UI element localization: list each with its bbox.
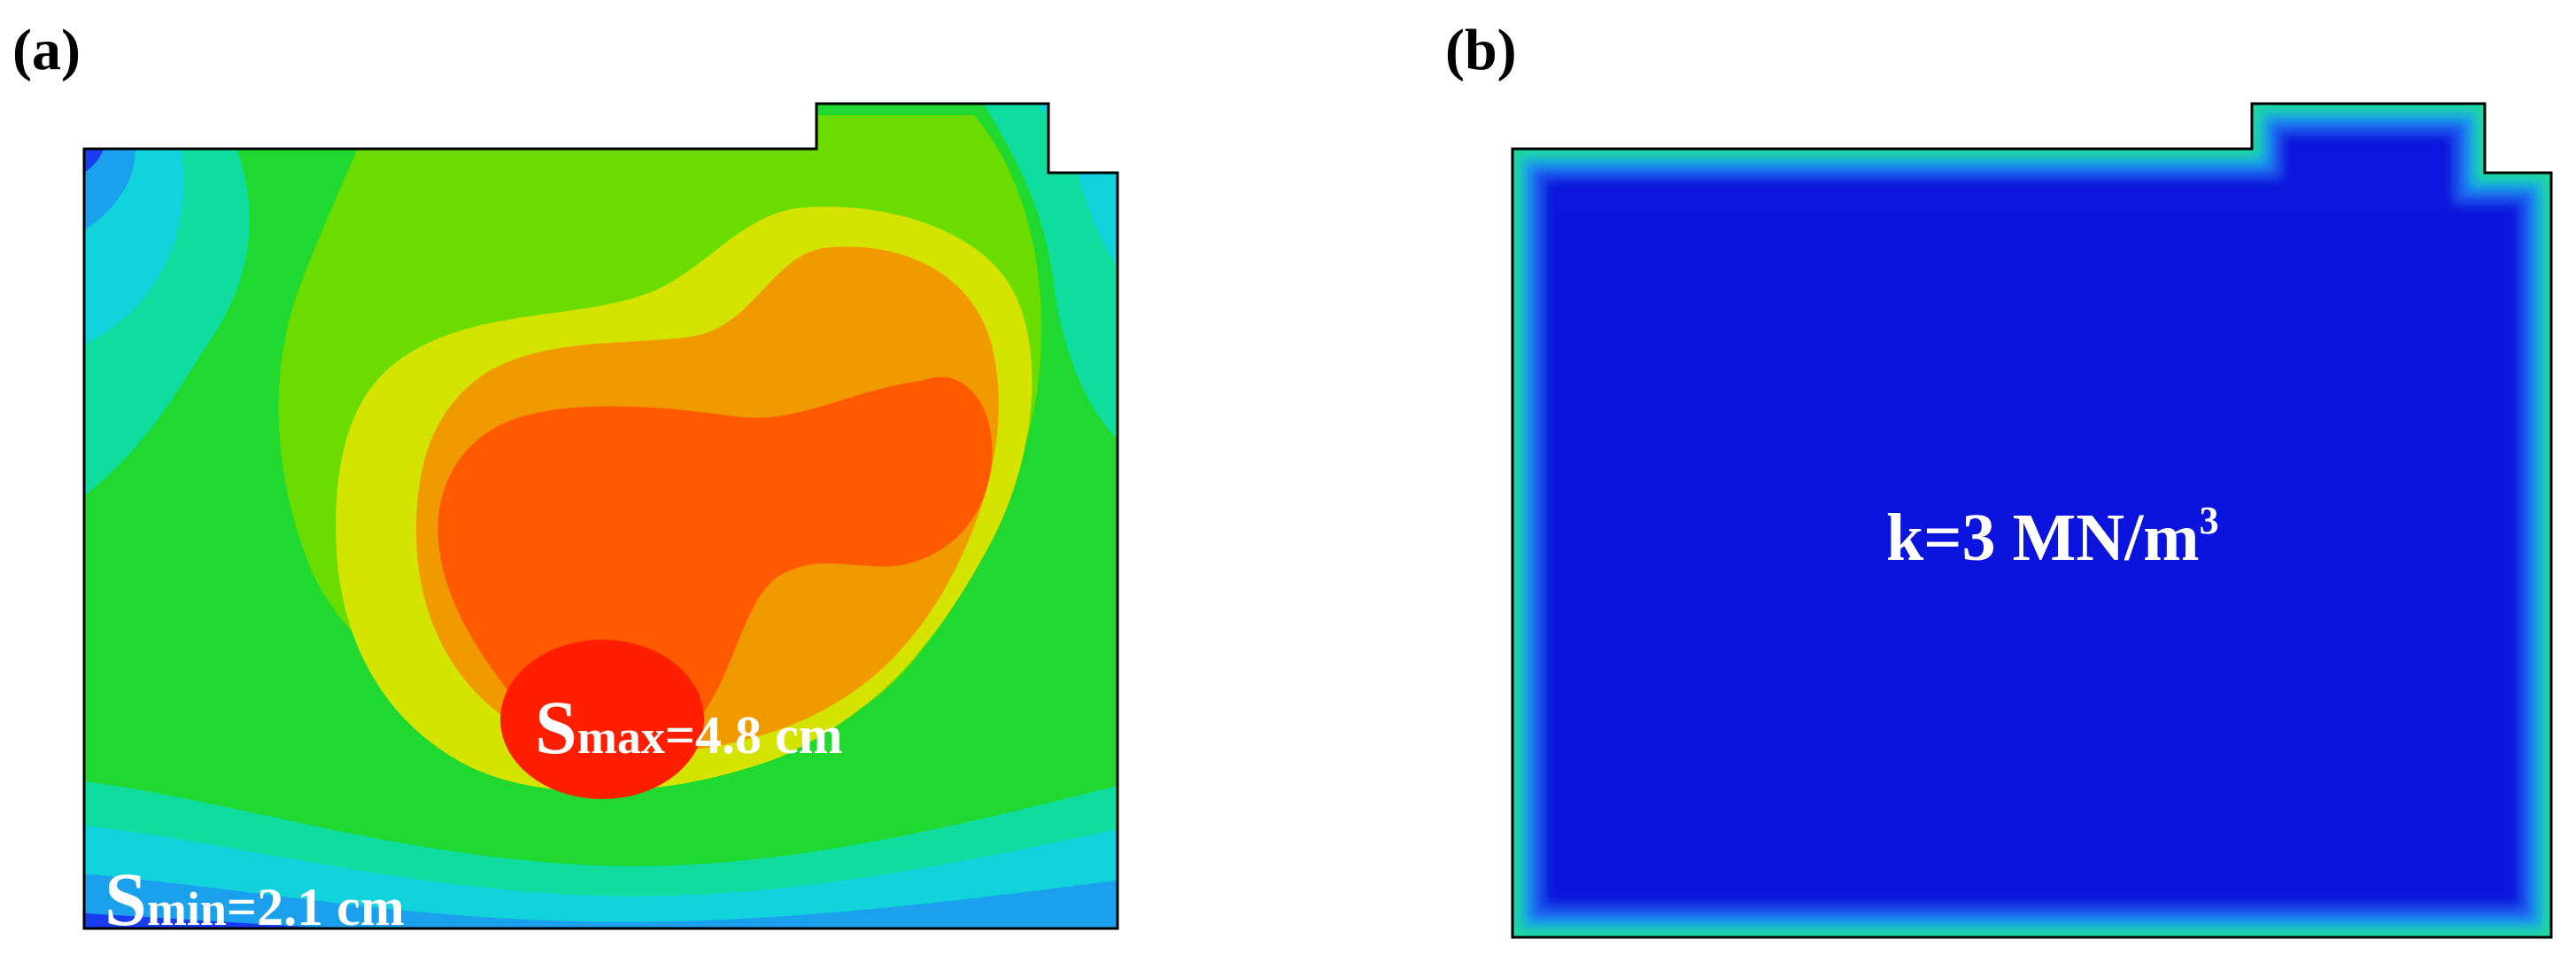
panel-b-field	[1512, 104, 2551, 937]
s-max-value: =4.8 cm	[665, 706, 843, 765]
s-max-sub: max	[577, 711, 665, 764]
contour-band	[1063, 104, 1118, 159]
s-min-sub: min	[147, 882, 227, 936]
panel-b-outline	[1511, 102, 2553, 939]
s-max-label: Smax=4.8 cm	[535, 685, 843, 770]
field-core-fill	[1559, 213, 2506, 895]
panel-b-tag: (b)	[1445, 18, 1517, 82]
s-min-label: Smin=2.1 cm	[104, 857, 405, 942]
k-label-text: k=3 MN/m	[1886, 501, 2200, 575]
k-label: k=3 MN/m3	[1886, 499, 2219, 575]
contour-band	[84, 873, 1118, 928]
panel-a-contour-map	[84, 104, 1118, 928]
s-min-symbol: S	[104, 857, 147, 942]
k-label-sup: 3	[2200, 499, 2219, 542]
panel-a-tag: (a)	[12, 18, 81, 82]
panel-a-outline	[82, 102, 1119, 930]
contour-peak	[500, 640, 704, 799]
s-max-symbol: S	[535, 685, 577, 770]
s-min-value: =2.1 cm	[227, 878, 405, 936]
